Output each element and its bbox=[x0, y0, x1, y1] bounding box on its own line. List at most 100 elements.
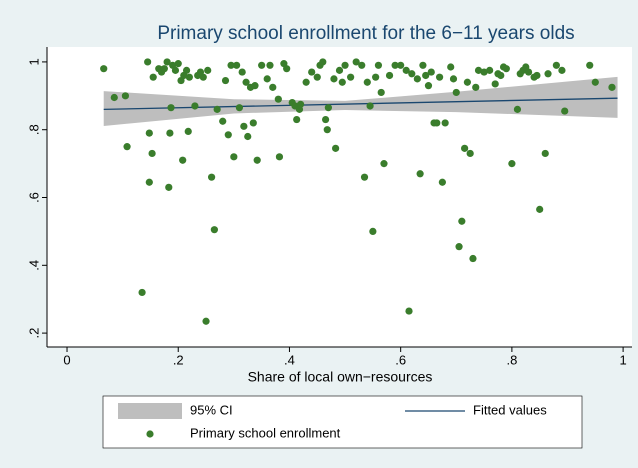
point bbox=[253, 156, 261, 164]
point bbox=[258, 61, 266, 69]
point bbox=[293, 115, 301, 124]
point bbox=[591, 78, 599, 86]
point bbox=[230, 153, 238, 161]
legend-swatch bbox=[146, 430, 154, 438]
fitted-line bbox=[103, 97, 618, 111]
legend-swatch bbox=[118, 403, 182, 419]
point bbox=[182, 66, 191, 74]
point bbox=[202, 317, 210, 325]
point bbox=[160, 65, 168, 73]
y-tick-label: .8 bbox=[26, 124, 41, 135]
point bbox=[244, 132, 252, 141]
x-tick-label: .4 bbox=[284, 352, 295, 367]
point bbox=[352, 58, 360, 66]
chart-title: Primary school enrollment for the 6−11 y… bbox=[157, 23, 574, 44]
point bbox=[561, 107, 569, 115]
point bbox=[452, 88, 460, 97]
point bbox=[163, 58, 171, 66]
point bbox=[185, 73, 193, 81]
point bbox=[283, 65, 291, 73]
point bbox=[235, 104, 244, 112]
point bbox=[558, 66, 566, 74]
point bbox=[380, 160, 388, 168]
point bbox=[221, 76, 230, 85]
point bbox=[219, 117, 227, 125]
point bbox=[149, 73, 157, 81]
point bbox=[502, 65, 510, 73]
point bbox=[461, 144, 469, 152]
point bbox=[166, 129, 174, 137]
y-tick-label: .4 bbox=[26, 260, 41, 271]
point bbox=[402, 66, 410, 74]
point bbox=[274, 95, 282, 103]
point bbox=[191, 102, 199, 110]
point bbox=[199, 73, 207, 81]
legend-label: Fitted values bbox=[473, 402, 547, 417]
point bbox=[121, 92, 130, 100]
point bbox=[100, 65, 108, 73]
point bbox=[419, 61, 427, 69]
point bbox=[174, 60, 182, 68]
point bbox=[536, 205, 544, 213]
point bbox=[497, 71, 505, 80]
point bbox=[472, 83, 480, 91]
point bbox=[480, 68, 488, 76]
point bbox=[377, 88, 385, 97]
point bbox=[413, 75, 421, 83]
point bbox=[145, 129, 153, 137]
point bbox=[533, 71, 541, 80]
legend-label: Primary school enrollment bbox=[190, 425, 341, 440]
point bbox=[424, 82, 433, 90]
point bbox=[486, 66, 494, 74]
point bbox=[266, 61, 274, 69]
legend-label: 95% CI bbox=[190, 402, 233, 417]
point bbox=[447, 63, 455, 71]
point bbox=[296, 100, 305, 108]
point bbox=[435, 73, 444, 81]
point bbox=[332, 144, 340, 152]
point bbox=[397, 61, 405, 69]
legend bbox=[102, 395, 583, 449]
point bbox=[269, 83, 277, 91]
point bbox=[608, 83, 616, 91]
point bbox=[110, 93, 118, 102]
point bbox=[184, 127, 192, 136]
point bbox=[366, 102, 374, 110]
point bbox=[586, 61, 594, 69]
point bbox=[204, 66, 212, 74]
y-tick-label: 1 bbox=[26, 58, 41, 65]
ci-band bbox=[103, 76, 618, 126]
point bbox=[251, 82, 259, 90]
point bbox=[179, 156, 187, 164]
point bbox=[347, 73, 355, 81]
point bbox=[324, 104, 332, 112]
point bbox=[358, 61, 366, 69]
point bbox=[208, 173, 216, 181]
point bbox=[363, 78, 371, 86]
point bbox=[441, 119, 449, 127]
point bbox=[242, 78, 250, 86]
point bbox=[385, 71, 394, 80]
x-axis-label: Share of local own−resources bbox=[248, 369, 433, 385]
point bbox=[391, 61, 399, 69]
point bbox=[341, 61, 349, 69]
point bbox=[469, 254, 477, 263]
point bbox=[263, 75, 271, 83]
point bbox=[165, 183, 173, 191]
x-tick-label: 0 bbox=[63, 352, 70, 367]
point bbox=[455, 243, 463, 251]
point bbox=[508, 160, 516, 168]
point bbox=[372, 73, 380, 81]
x-tick-label: 1 bbox=[619, 352, 626, 367]
point bbox=[138, 288, 146, 297]
point bbox=[330, 75, 338, 83]
point bbox=[313, 73, 321, 81]
point bbox=[171, 66, 180, 74]
point bbox=[224, 131, 232, 139]
point bbox=[233, 61, 241, 69]
point bbox=[491, 80, 499, 88]
point bbox=[213, 105, 221, 113]
x-tick-label: .2 bbox=[173, 352, 184, 367]
point bbox=[227, 61, 235, 69]
point bbox=[541, 149, 549, 158]
